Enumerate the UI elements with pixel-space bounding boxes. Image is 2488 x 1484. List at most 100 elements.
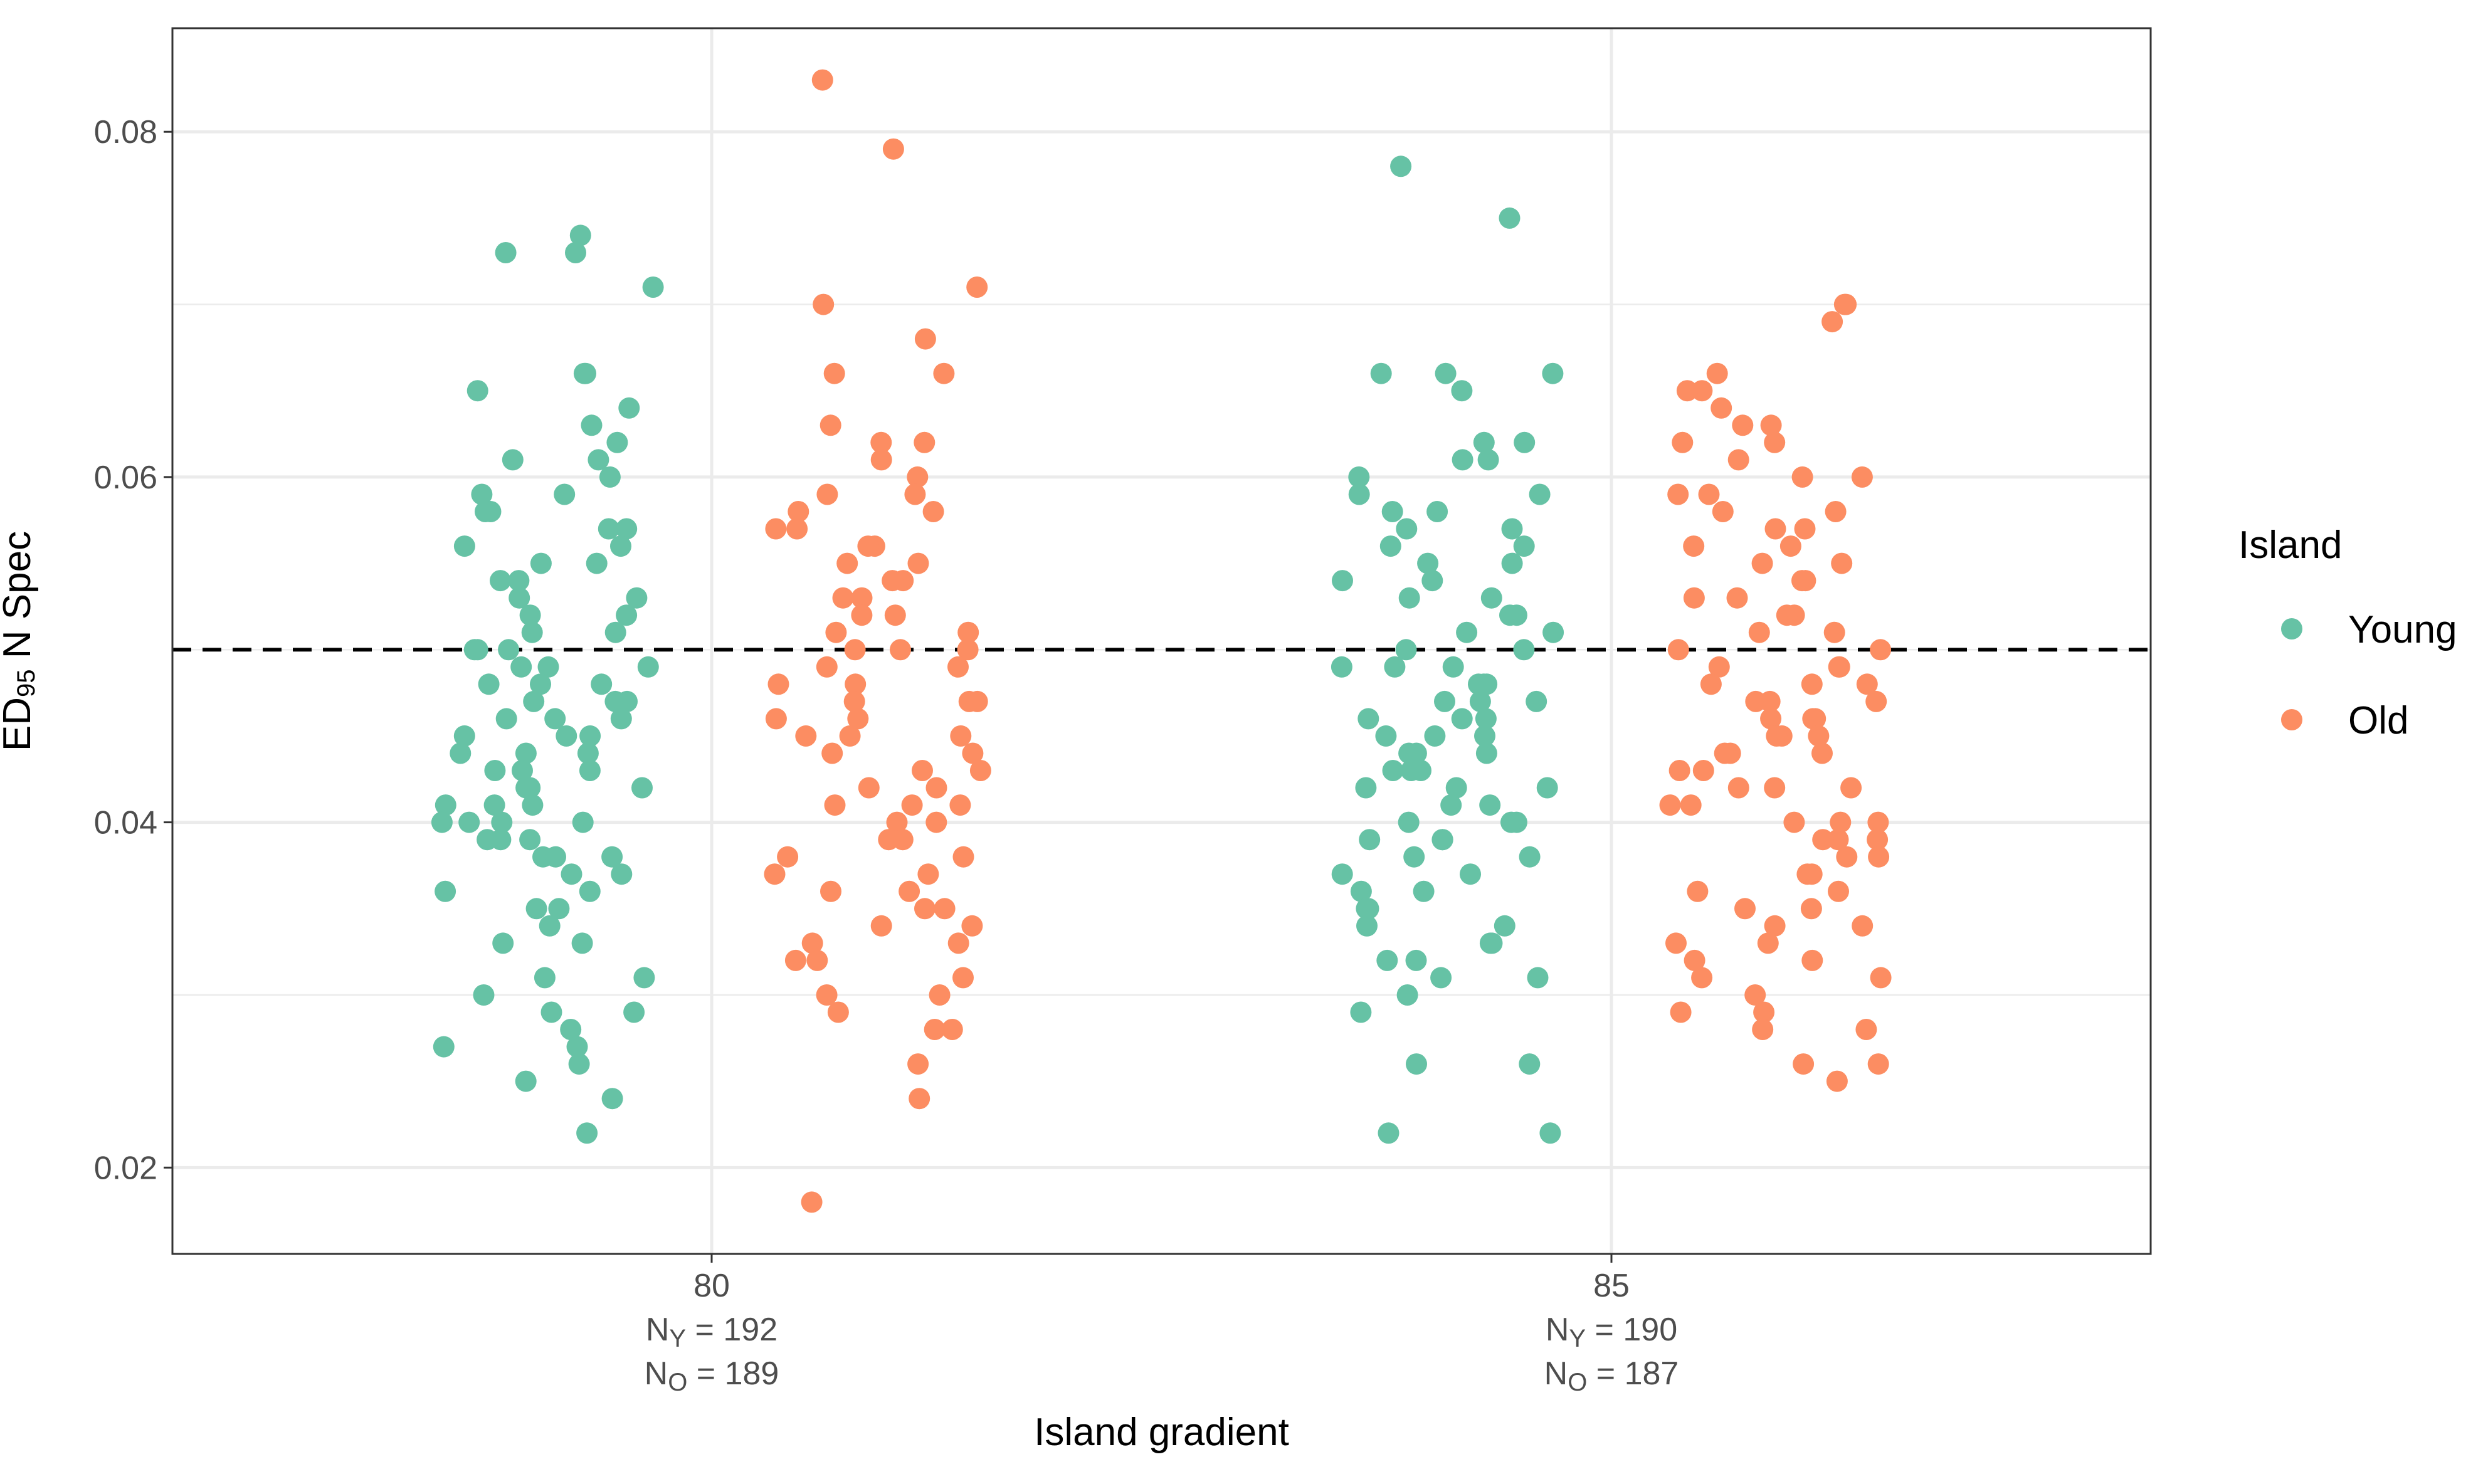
point-old-85 <box>1831 552 1853 574</box>
point-old-85 <box>1823 621 1845 643</box>
point-young-85 <box>1398 811 1420 833</box>
point-young-85 <box>1382 760 1404 781</box>
point-young-80 <box>599 466 621 488</box>
point-old-80 <box>825 621 847 643</box>
point-old-85 <box>1764 431 1786 453</box>
point-young-80 <box>579 760 601 781</box>
point-young-85 <box>1451 708 1473 730</box>
sample-size-value: = 189 <box>687 1355 779 1392</box>
point-old-85 <box>1670 1001 1692 1023</box>
point-old-80 <box>882 570 904 592</box>
point-young-85 <box>1332 570 1353 592</box>
point-old-85 <box>1865 690 1887 712</box>
point-young-80 <box>610 535 631 557</box>
point-old-80 <box>962 742 984 764</box>
y-axis: 0.02 0.04 0.06 0.08 <box>94 114 172 1186</box>
point-young-80 <box>502 449 524 471</box>
point-old-85 <box>1667 639 1689 661</box>
point-young-80 <box>477 829 498 851</box>
x-tick-label: 85 <box>1593 1268 1630 1304</box>
point-old-85 <box>1691 967 1713 989</box>
point-young-80 <box>556 725 577 747</box>
point-young-80 <box>610 708 632 730</box>
point-young-80 <box>435 794 456 816</box>
point-old-85 <box>1870 639 1892 661</box>
sample-size-label: NO = 189 <box>645 1355 779 1396</box>
point-young-80 <box>458 811 480 833</box>
point-old-80 <box>801 932 823 954</box>
point-old-85 <box>1791 466 1813 488</box>
point-young-85 <box>1398 587 1420 609</box>
y-tick-label: 0.04 <box>94 805 157 841</box>
point-old-85 <box>1676 380 1698 402</box>
point-young-80 <box>490 570 511 592</box>
point-young-80 <box>450 742 472 764</box>
point-old-80 <box>912 760 933 781</box>
point-young-80 <box>606 431 628 453</box>
sample-size-value: = 190 <box>1586 1312 1677 1348</box>
point-young-85 <box>1479 794 1501 816</box>
point-old-80 <box>952 967 974 989</box>
point-young-80 <box>467 380 488 402</box>
point-old-85 <box>1667 483 1689 505</box>
point-old-85 <box>1827 829 1849 851</box>
point-young-80 <box>433 1036 455 1058</box>
y-tick-label: 0.08 <box>94 114 157 150</box>
point-old-85 <box>1748 621 1770 643</box>
point-old-85 <box>1783 811 1805 833</box>
point-old-85 <box>1727 777 1749 799</box>
point-young-80 <box>618 397 640 419</box>
point-old-80 <box>952 846 974 868</box>
point-old-85 <box>1683 535 1705 557</box>
point-young-80 <box>633 967 655 989</box>
point-old-80 <box>957 621 979 643</box>
point-old-80 <box>813 293 835 315</box>
point-young-85 <box>1331 863 1353 885</box>
point-old-85 <box>1760 414 1782 436</box>
point-young-80 <box>539 915 561 937</box>
point-young-80 <box>568 1053 590 1075</box>
point-young-80 <box>637 656 659 678</box>
point-young-85 <box>1494 915 1515 937</box>
point-young-80 <box>534 967 556 989</box>
point-young-85 <box>1355 777 1377 799</box>
point-old-80 <box>843 690 865 712</box>
point-old-85 <box>1744 984 1766 1006</box>
point-young-80 <box>579 725 601 747</box>
point-old-85 <box>1828 656 1850 678</box>
point-young-80 <box>431 811 453 833</box>
point-old-85 <box>1805 708 1826 730</box>
point-young-85 <box>1499 604 1521 626</box>
point-young-85 <box>1479 932 1501 954</box>
point-old-85 <box>1706 362 1728 384</box>
point-young-80 <box>604 690 626 712</box>
point-young-80 <box>510 656 532 678</box>
point-young-80 <box>616 518 638 540</box>
point-young-85 <box>1499 207 1521 229</box>
point-old-80 <box>966 276 988 298</box>
point-young-85 <box>1513 535 1535 557</box>
point-old-85 <box>1708 656 1730 678</box>
point-young-85 <box>1539 1122 1561 1144</box>
point-old-80 <box>870 915 892 937</box>
point-young-80 <box>545 846 566 868</box>
point-old-80 <box>907 466 929 488</box>
point-young-85 <box>1442 656 1464 678</box>
point-old-85 <box>1700 673 1722 695</box>
point-young-80 <box>579 880 601 902</box>
point-old-85 <box>1801 949 1823 971</box>
point-old-85 <box>1698 483 1720 505</box>
point-old-85 <box>1825 501 1847 522</box>
point-old-85 <box>1764 518 1786 540</box>
point-old-80 <box>788 501 809 522</box>
point-young-85 <box>1514 431 1536 453</box>
point-old-85 <box>1811 742 1833 764</box>
point-young-85 <box>1526 690 1547 712</box>
point-old-85 <box>1779 535 1801 557</box>
point-young-85 <box>1331 656 1352 678</box>
panel-border <box>171 27 2152 1255</box>
point-old-80 <box>832 587 854 609</box>
point-young-80 <box>519 777 541 799</box>
point-young-80 <box>519 604 541 626</box>
point-old-80 <box>784 949 806 971</box>
